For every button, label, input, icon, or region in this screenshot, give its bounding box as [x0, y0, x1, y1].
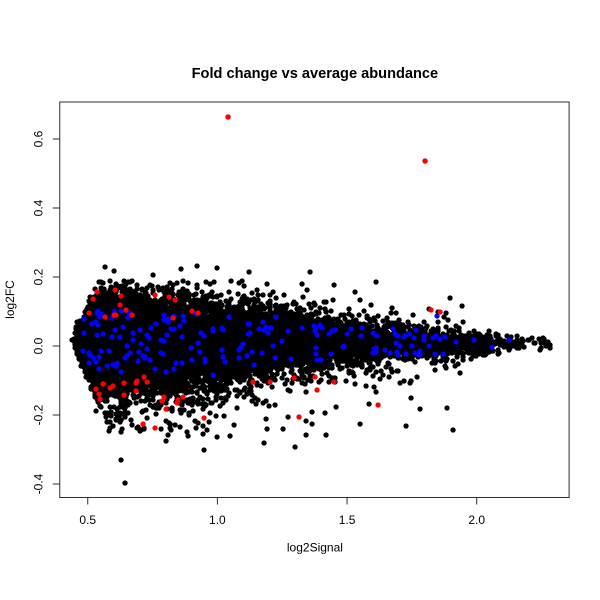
svg-text:1.5: 1.5 [339, 513, 356, 527]
svg-text:Fold change vs average abundan: Fold change vs average abundance [192, 66, 439, 82]
svg-text:log2Signal: log2Signal [287, 541, 343, 555]
svg-text:log2FC: log2FC [3, 280, 17, 319]
svg-text:-0.2: -0.2 [31, 404, 45, 425]
svg-text:0.0: 0.0 [31, 337, 45, 354]
svg-text:0.2: 0.2 [31, 268, 45, 285]
svg-text:0.6: 0.6 [31, 130, 45, 147]
svg-text:-0.4: -0.4 [31, 473, 45, 494]
svg-text:1.0: 1.0 [209, 513, 226, 527]
svg-text:0.5: 0.5 [79, 513, 96, 527]
svg-text:2.0: 2.0 [468, 513, 485, 527]
svg-text:0.4: 0.4 [31, 199, 45, 216]
